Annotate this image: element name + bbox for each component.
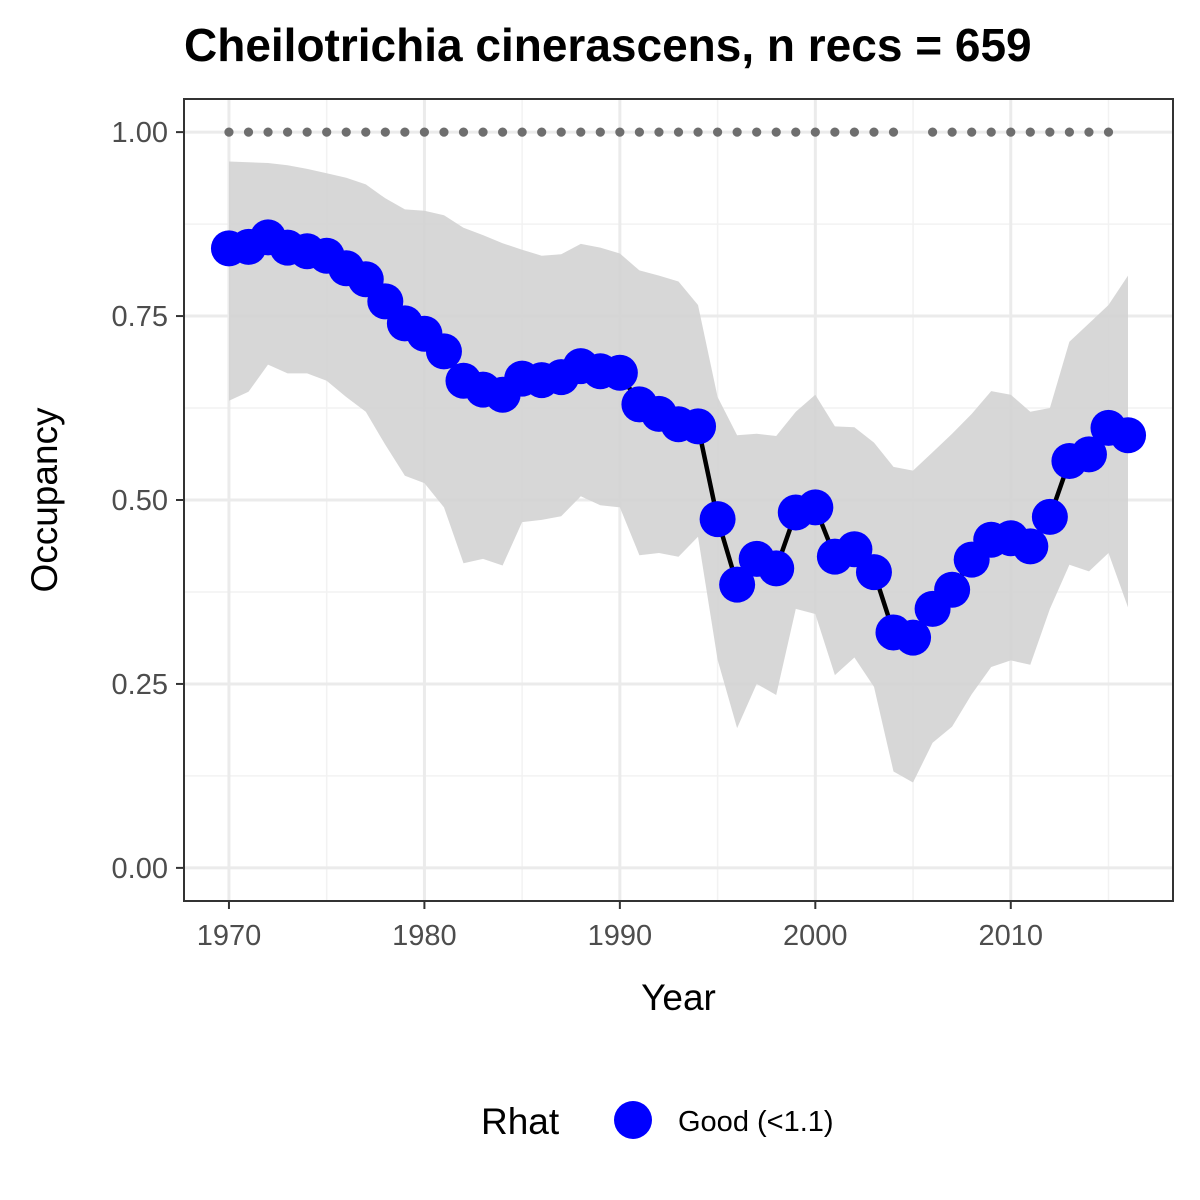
x-axis-title: Year: [641, 977, 716, 1018]
detection-marker: [458, 127, 469, 137]
detection-marker: [693, 127, 703, 137]
x-tick-label: 1990: [588, 920, 653, 952]
data-point: [797, 489, 834, 526]
axes: 1970 1980 1990 2000 2010 0.00 0.25 0.50 0.75 1.00…: [24, 117, 1043, 1018]
data-point: [719, 566, 756, 603]
detection-marker: [732, 127, 742, 137]
legend-key-marker: [614, 1101, 652, 1139]
detection-marker: [400, 127, 410, 137]
detection-marker: [439, 127, 449, 137]
detection-marker: [595, 127, 605, 137]
detection-marker: [967, 127, 977, 137]
data-point: [425, 333, 462, 370]
detection-marker: [1084, 127, 1094, 137]
detection-marker: [927, 127, 938, 137]
detection-marker: [243, 127, 254, 137]
detection-marker: [947, 127, 957, 137]
detection-marker: [1103, 127, 1114, 137]
detection-marker: [576, 127, 586, 137]
detection-marker: [302, 127, 312, 137]
data-point: [895, 619, 932, 656]
data-point: [934, 571, 971, 608]
detection-marker: [263, 127, 273, 137]
detection-marker: [752, 127, 762, 137]
data-point: [1110, 417, 1147, 454]
detection-markers: [224, 127, 1114, 137]
detection-marker: [556, 127, 566, 137]
data-point: [1031, 498, 1068, 535]
data-point: [855, 554, 892, 591]
legend: Rhat Good (<1.1): [481, 1101, 834, 1142]
data-point: [680, 408, 717, 445]
data-point: [601, 354, 638, 391]
occupancy-points: [210, 219, 1147, 656]
detection-marker: [634, 127, 645, 137]
y-tick-label: 1.00: [112, 117, 168, 149]
detection-marker: [888, 127, 899, 137]
detection-marker: [791, 127, 801, 137]
x-tick-label: 1970: [197, 920, 262, 952]
data-point: [758, 550, 795, 587]
detection-marker: [1025, 127, 1035, 137]
detection-marker: [712, 127, 723, 137]
detection-marker: [517, 127, 527, 137]
detection-marker: [497, 127, 508, 137]
detection-marker: [419, 127, 430, 137]
legend-title: Rhat: [481, 1101, 560, 1142]
detection-marker: [810, 127, 820, 137]
detection-marker: [478, 127, 488, 137]
y-tick-label: 0.75: [112, 301, 168, 333]
detection-marker: [849, 127, 860, 137]
detection-marker: [654, 127, 664, 137]
detection-marker: [282, 127, 293, 137]
detection-marker: [771, 127, 781, 137]
x-tick-label: 2010: [979, 920, 1044, 952]
detection-marker: [869, 127, 879, 137]
y-tick-label: 0.25: [112, 669, 168, 701]
x-tick-label: 1980: [392, 920, 457, 952]
detection-marker: [380, 127, 390, 137]
data-point: [699, 501, 736, 538]
y-tick-label: 0.00: [112, 853, 168, 885]
detection-marker: [673, 127, 684, 137]
y-tick-label: 0.50: [112, 485, 168, 517]
x-tick-label: 2000: [783, 920, 848, 952]
chart-title: Cheilotrichia cinerascens, n recs = 659: [184, 19, 1032, 71]
data-point: [1070, 436, 1107, 473]
detection-marker: [322, 127, 332, 137]
detection-marker: [224, 127, 234, 137]
data-point: [1012, 528, 1049, 565]
detection-marker: [1006, 127, 1016, 137]
detection-marker: [615, 127, 625, 137]
detection-marker: [830, 127, 840, 137]
detection-marker: [341, 127, 351, 137]
detection-marker: [537, 127, 547, 137]
y-axis-title: Occupancy: [24, 407, 65, 593]
detection-marker: [361, 127, 371, 137]
legend-label: Good (<1.1): [678, 1106, 834, 1138]
detection-marker: [1045, 127, 1055, 137]
detection-marker: [1064, 127, 1075, 137]
detection-marker: [986, 127, 996, 137]
